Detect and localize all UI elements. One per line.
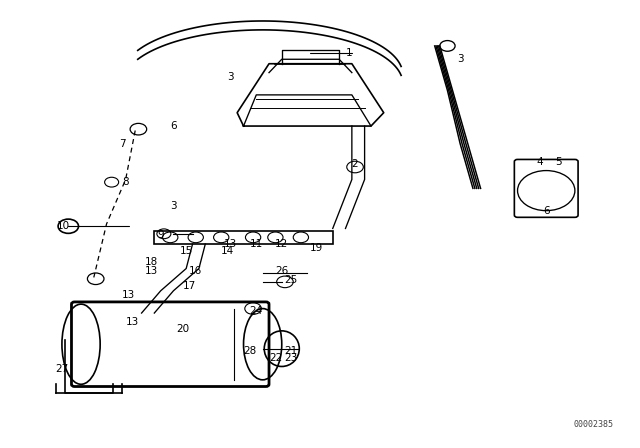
Text: 26: 26: [275, 266, 289, 276]
Text: 21: 21: [285, 346, 298, 356]
Text: 20: 20: [177, 323, 189, 334]
Text: 14: 14: [221, 246, 234, 256]
Text: 19: 19: [310, 243, 323, 254]
Text: 3: 3: [170, 201, 177, 211]
Text: 6: 6: [543, 206, 550, 215]
Text: 00002385: 00002385: [573, 420, 613, 429]
Text: 9: 9: [157, 230, 164, 240]
Text: 17: 17: [183, 281, 196, 291]
Text: 16: 16: [189, 266, 202, 276]
Text: 15: 15: [180, 246, 193, 256]
Text: 24: 24: [250, 306, 263, 316]
Text: 11: 11: [250, 239, 263, 249]
Text: 3: 3: [227, 72, 234, 82]
Text: 3: 3: [457, 54, 463, 64]
Text: 13: 13: [224, 239, 237, 249]
Text: 8: 8: [122, 177, 129, 187]
Text: 13: 13: [145, 266, 158, 276]
Text: 28: 28: [243, 346, 257, 356]
Text: 23: 23: [285, 353, 298, 362]
Text: 22: 22: [269, 353, 282, 362]
Text: 27: 27: [55, 364, 68, 374]
Text: 2: 2: [352, 159, 358, 169]
Text: 6: 6: [170, 121, 177, 131]
Text: 13: 13: [122, 290, 136, 300]
Text: 1: 1: [346, 47, 352, 58]
Text: 25: 25: [285, 275, 298, 284]
Text: 18: 18: [145, 257, 158, 267]
Text: 12: 12: [275, 239, 289, 249]
Text: 4: 4: [536, 157, 543, 167]
Text: 10: 10: [57, 221, 70, 231]
Text: 7: 7: [119, 139, 126, 149]
Text: 5: 5: [556, 157, 563, 167]
Text: 13: 13: [125, 317, 139, 327]
